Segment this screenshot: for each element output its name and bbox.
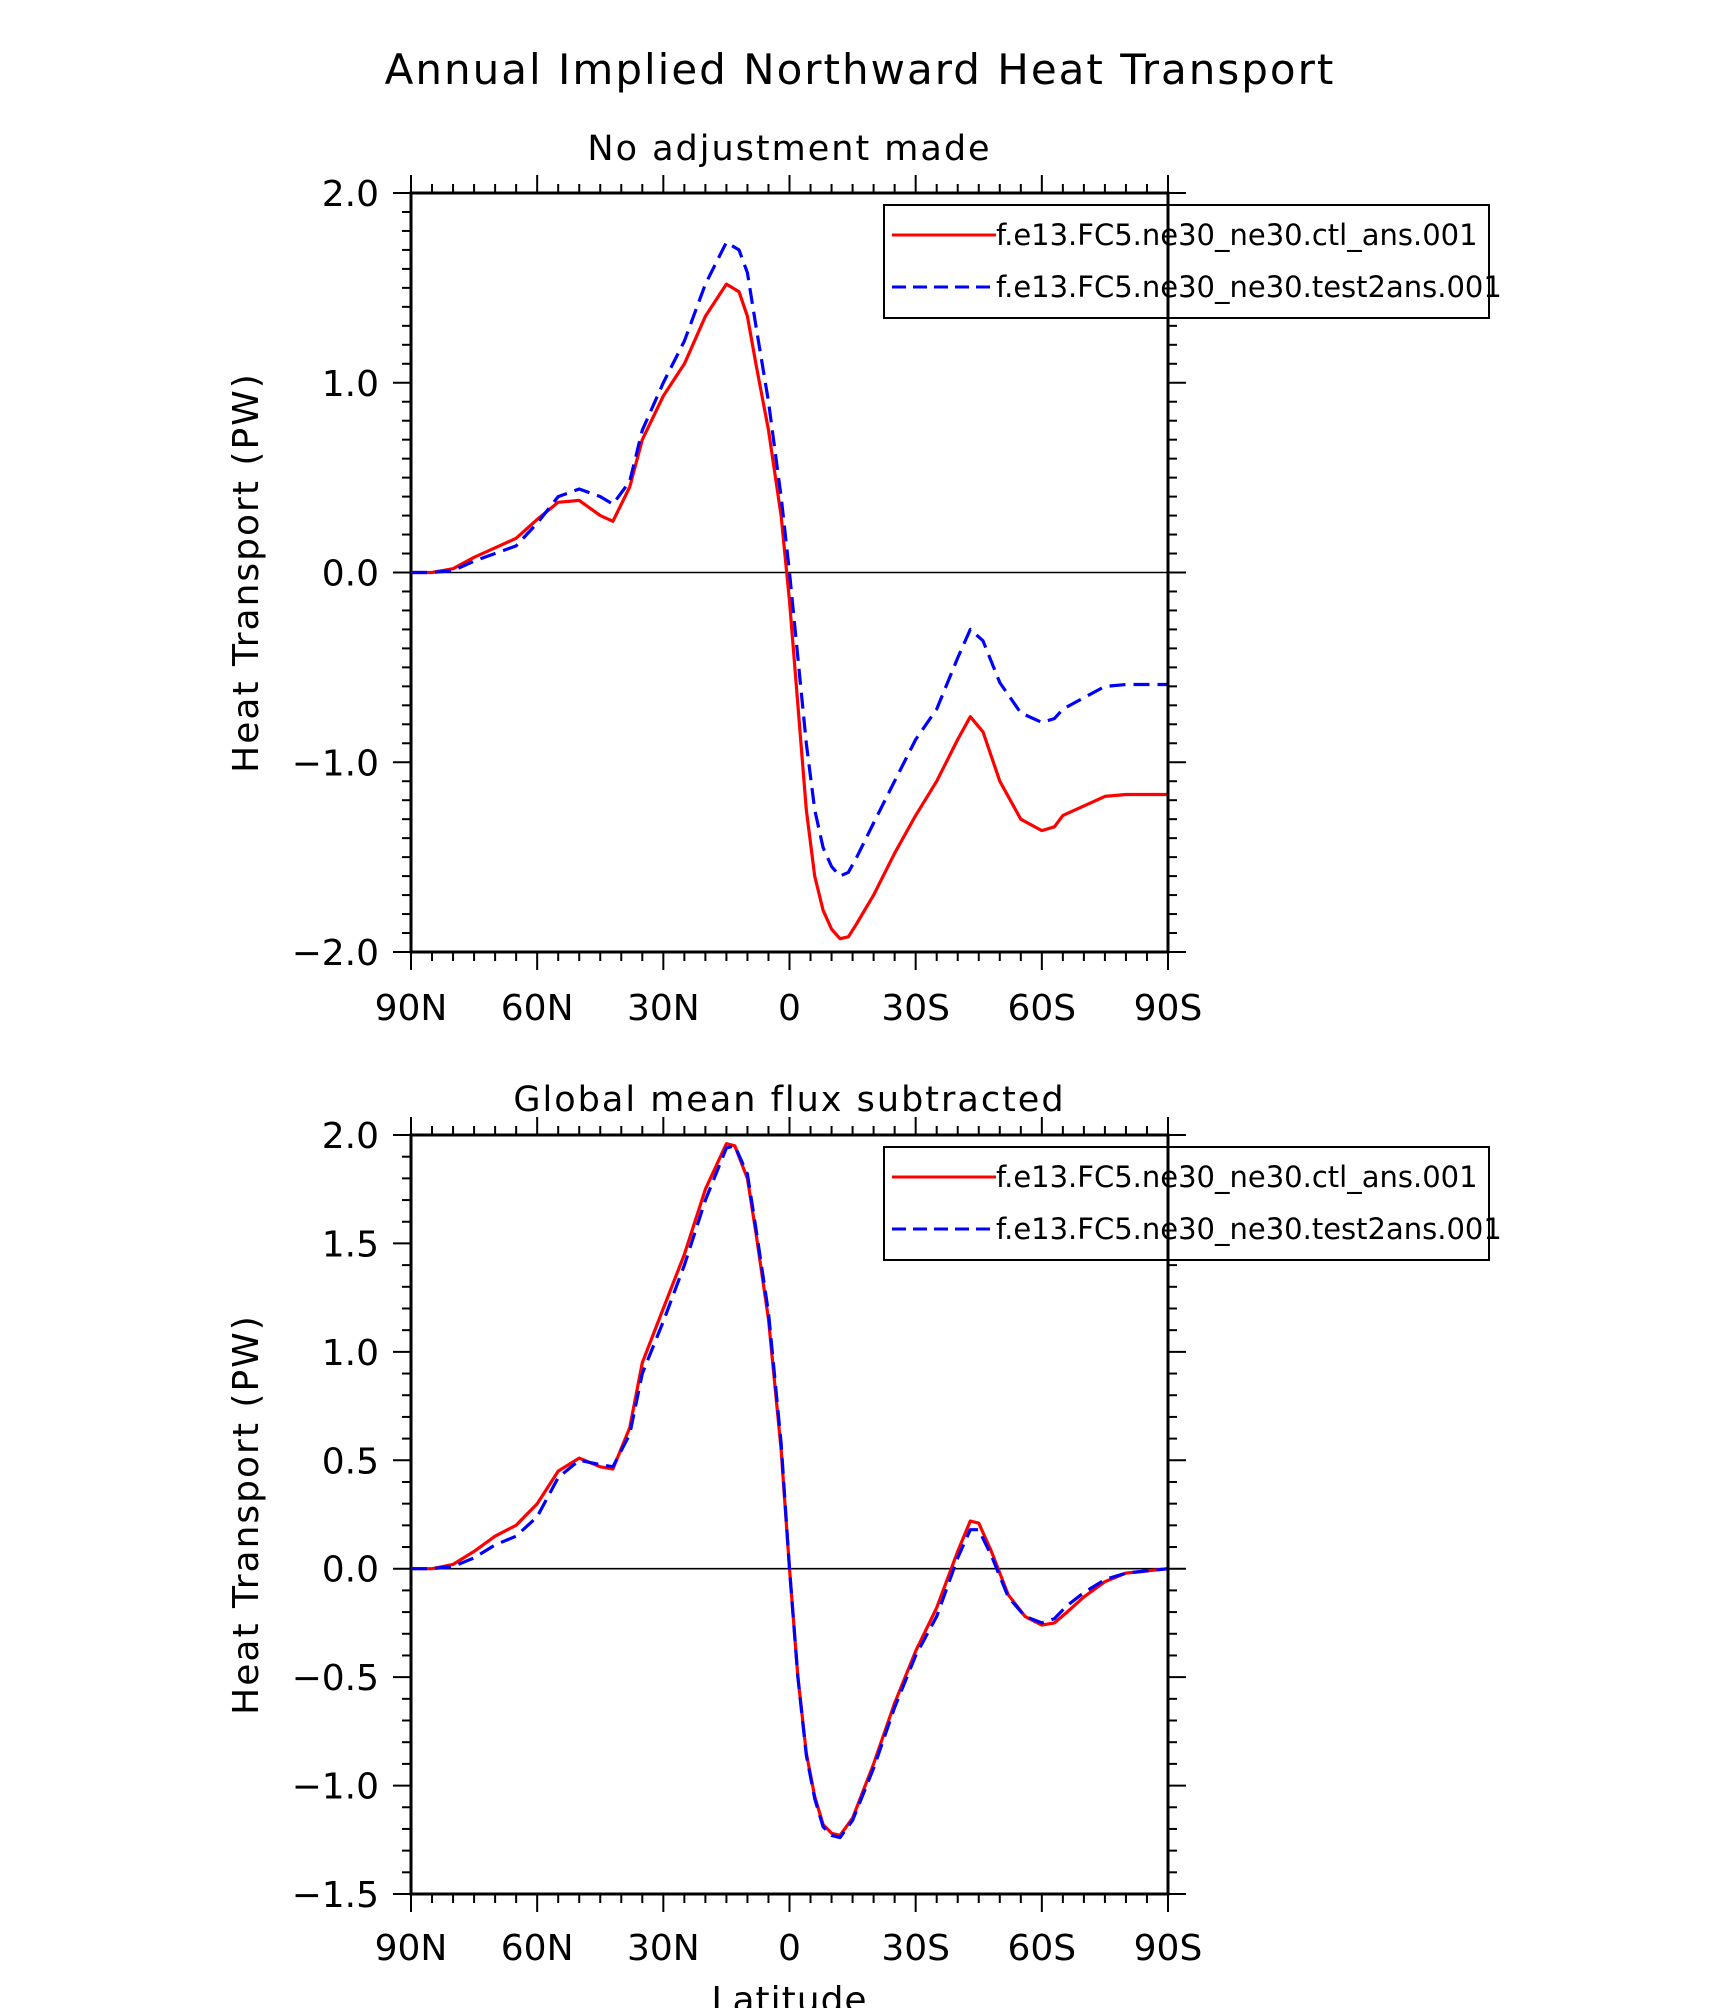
y-tick-label: −1.0	[292, 743, 379, 784]
y-axis-label: Heat Transport (PW)	[226, 1314, 267, 1715]
legend-label-2: f.e13.FC5.ne30_ne30.test2ans.001	[996, 270, 1502, 304]
y-tick-label: 0.5	[322, 1441, 379, 1482]
legend: f.e13.FC5.ne30_ne30.ctl_ans.001 f.e13.FC5…	[883, 1146, 1502, 1261]
legend-label-2: f.e13.FC5.ne30_ne30.test2ans.001	[996, 1212, 1502, 1246]
y-tick-label: −1.5	[292, 1875, 379, 1916]
x-tick-label: 90N	[375, 988, 448, 1029]
series-line-1	[411, 282, 1168, 941]
x-tick-label: 0	[778, 1928, 801, 1969]
x-tick-label: 30N	[627, 988, 700, 1029]
x-axis-label: Latitude	[711, 1980, 867, 2008]
x-tick-label: 90S	[1134, 988, 1203, 1029]
chart-title: No adjustment made	[587, 129, 991, 169]
series-line-1	[411, 1142, 1169, 1837]
chart-panel-2: Global mean flux subtracted 90N 60N 30N 0 30S…	[226, 1080, 1502, 2008]
x-tick-label: 60S	[1007, 988, 1076, 1029]
legend-label-1: f.e13.FC5.ne30_ne30.ctl_ans.001	[996, 218, 1478, 252]
y-tick-label: −1.0	[292, 1767, 379, 1808]
figure-title: Annual Implied Northward Heat Transport	[385, 45, 1336, 94]
x-tick-label: 0	[778, 988, 801, 1029]
y-tick-label: 1.0	[322, 1333, 379, 1374]
x-tick-label: 60N	[501, 1928, 574, 1969]
legend-box	[883, 204, 1490, 319]
x-tick-label: 90S	[1134, 1928, 1203, 1969]
x-tick-label: 30S	[881, 988, 950, 1029]
x-tick-label: 30S	[881, 1928, 950, 1969]
y-tick-label: 0.0	[322, 554, 379, 595]
x-tick-label: 90N	[375, 1928, 448, 1969]
y-tick-label: 0.0	[322, 1550, 379, 1591]
y-tick-label: 2.0	[322, 1116, 379, 1157]
y-axis-label: Heat Transport (PW)	[226, 372, 267, 773]
y-tick-label: 2.0	[322, 174, 379, 215]
x-tick-label: 60N	[501, 988, 574, 1029]
y-tick-label: −0.5	[292, 1658, 379, 1699]
series-line-2	[411, 240, 1168, 878]
chart-title: Global mean flux subtracted	[513, 1080, 1065, 1120]
y-tick-label: 1.0	[322, 364, 379, 405]
legend-label-1: f.e13.FC5.ne30_ne30.ctl_ans.001	[996, 1160, 1478, 1194]
y-tick-label: 1.5	[322, 1224, 379, 1265]
chart-panels: No adjustment made 90N 60N 30N 0 30S 60S 90S −2.…	[226, 129, 1502, 2008]
legend-box	[883, 1146, 1490, 1261]
legend: f.e13.FC5.ne30_ne30.ctl_ans.001 f.e13.FC5…	[883, 204, 1502, 319]
chart-panel-1: No adjustment made 90N 60N 30N 0 30S 60S 90S −2.…	[226, 129, 1502, 1029]
x-tick-label: 30N	[627, 1928, 700, 1969]
y-tick-label: −2.0	[292, 933, 379, 974]
x-tick-label: 60S	[1007, 1928, 1076, 1969]
